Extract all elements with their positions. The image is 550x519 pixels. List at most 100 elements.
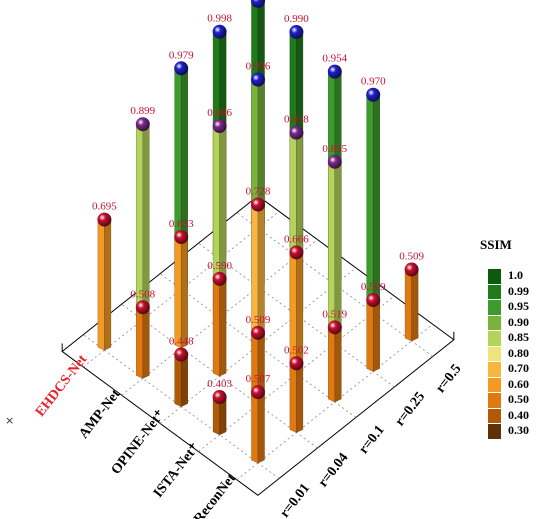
data-label: 0.858 xyxy=(284,114,309,126)
colorbar-tick-label: 1.0 xyxy=(508,268,523,282)
colorbar-row: 0.30 xyxy=(488,423,548,439)
colorbar-row: 0.85 xyxy=(488,330,548,346)
bar-sphere xyxy=(212,119,227,134)
corner-mark: × xyxy=(5,414,15,427)
bar-sphere xyxy=(212,24,227,39)
colorbar-row: 0.60 xyxy=(488,376,548,392)
bar-right-face xyxy=(180,238,188,349)
bar-sphere xyxy=(327,154,342,169)
data-label: 0.508 xyxy=(130,288,155,300)
method-tick-label: OPINE-Net⁺ xyxy=(109,407,168,477)
bar-right-face xyxy=(411,271,419,342)
colorbar-swatch xyxy=(488,331,501,346)
colorbar-tick-label: 0.85 xyxy=(508,330,529,344)
bar-sphere xyxy=(97,212,112,227)
colorbar-row: 0.50 xyxy=(488,392,548,408)
colorbar-row: 0.90 xyxy=(488,314,548,330)
bar-left-face xyxy=(289,364,297,433)
method-tick-label: ISTA-Net⁺ xyxy=(151,441,203,501)
bar-sphere xyxy=(289,245,304,260)
bar-sphere xyxy=(212,390,227,405)
colorbar-tick-label: 0.60 xyxy=(508,376,529,391)
colorbar-row: 0.40 xyxy=(488,407,548,423)
data-label: 0.519 xyxy=(322,308,347,320)
method-tick-label: ReconNet xyxy=(191,471,239,519)
rate-tick-label: r=0.04 xyxy=(316,450,352,490)
data-label: 0.507 xyxy=(246,373,271,385)
bar-right-face xyxy=(373,301,380,372)
data-label: 0.855 xyxy=(322,143,347,155)
data-label: 0.886 xyxy=(207,107,232,119)
bar-sphere xyxy=(135,117,150,132)
data-label: 0.899 xyxy=(130,105,155,117)
colorbar-tick-label: 0.40 xyxy=(508,407,529,422)
bar-sphere xyxy=(289,356,304,371)
colorbar-title: SSIM xyxy=(480,237,512,252)
rate-tick-label: r=0.1 xyxy=(356,423,387,457)
colorbar-tick-label: 0.30 xyxy=(508,423,529,437)
bar-sphere xyxy=(174,347,189,362)
bar-right-face xyxy=(257,393,265,464)
colorbar-tick-label: 0.90 xyxy=(508,314,529,329)
bar-right-face xyxy=(180,356,188,407)
bar-sphere xyxy=(251,197,265,212)
colorbar-legend: SSIM 1.0 0.99 0.95 0.90 0.85 0.80 0.70 0.60 0.50… xyxy=(480,237,544,467)
bar-right-face xyxy=(296,364,304,433)
data-label: 0.502 xyxy=(284,344,309,356)
data-label: 0.695 xyxy=(92,201,117,213)
rate-tick-label: r=0.01 xyxy=(277,481,313,519)
bar-sphere xyxy=(327,320,342,335)
bar-sphere xyxy=(174,61,189,76)
colorbar-swatch xyxy=(488,315,501,330)
colorbar-swatch xyxy=(488,300,501,315)
rate-tick-label: r=0.25 xyxy=(393,389,429,429)
colorbar-tick-label: 0.99 xyxy=(508,283,529,298)
bar-sphere xyxy=(135,300,150,315)
colorbar-tick-label: 0.70 xyxy=(508,361,529,375)
data-label: 0.979 xyxy=(169,49,194,61)
method-tick-label: AMP-Net xyxy=(76,387,123,442)
bar-right-face xyxy=(219,398,227,436)
bar-sphere xyxy=(289,24,304,39)
colorbar-swatch xyxy=(488,346,501,361)
bar-sphere xyxy=(327,64,342,79)
bar-sphere xyxy=(174,230,189,245)
bar-left-face xyxy=(366,301,374,372)
colorbar-swatch xyxy=(488,269,501,284)
colorbar-row: 0.99 xyxy=(488,283,548,299)
bar-left-face xyxy=(212,398,220,436)
bar-right-face xyxy=(334,329,342,403)
data-label: 0.509 xyxy=(361,281,386,293)
colorbar-tick-label: 0.50 xyxy=(508,392,529,406)
colorbar-row: 0.70 xyxy=(488,361,548,377)
rate-tick-label: r=0.5 xyxy=(433,362,464,396)
data-label: 0.403 xyxy=(207,378,232,390)
colorbar-swatch xyxy=(488,408,501,423)
data-label: 0.970 xyxy=(361,76,386,88)
bar-sphere xyxy=(404,262,419,277)
bar-right-face xyxy=(104,221,112,351)
bar-left-face xyxy=(136,308,144,379)
data-label: 0.666 xyxy=(284,233,309,245)
method-tick-label: EHDCS-Net xyxy=(33,352,91,420)
colorbar-row: 0.95 xyxy=(488,299,548,315)
bar-sphere xyxy=(289,125,304,140)
bar-right-face xyxy=(142,308,150,379)
colorbar-swatch xyxy=(488,377,501,392)
data-label: 0.998 xyxy=(207,13,232,25)
bar-left-face xyxy=(404,271,412,342)
colorbar-tick-label: 0.80 xyxy=(508,345,529,360)
data-label: 0.590 xyxy=(207,260,232,272)
bar-sphere xyxy=(251,72,265,87)
bar-left-face xyxy=(174,238,182,349)
bar-sphere xyxy=(366,87,381,102)
data-label: 0.990 xyxy=(284,13,309,25)
bar-left-face xyxy=(174,356,182,407)
colorbar-tick-label: 0.95 xyxy=(508,299,529,313)
bar-left-face xyxy=(97,221,105,351)
bar-sphere xyxy=(212,271,227,286)
bar-left-face xyxy=(251,393,259,464)
colorbar-swatch xyxy=(488,362,501,377)
colorbar-row: 0.80 xyxy=(488,345,548,361)
